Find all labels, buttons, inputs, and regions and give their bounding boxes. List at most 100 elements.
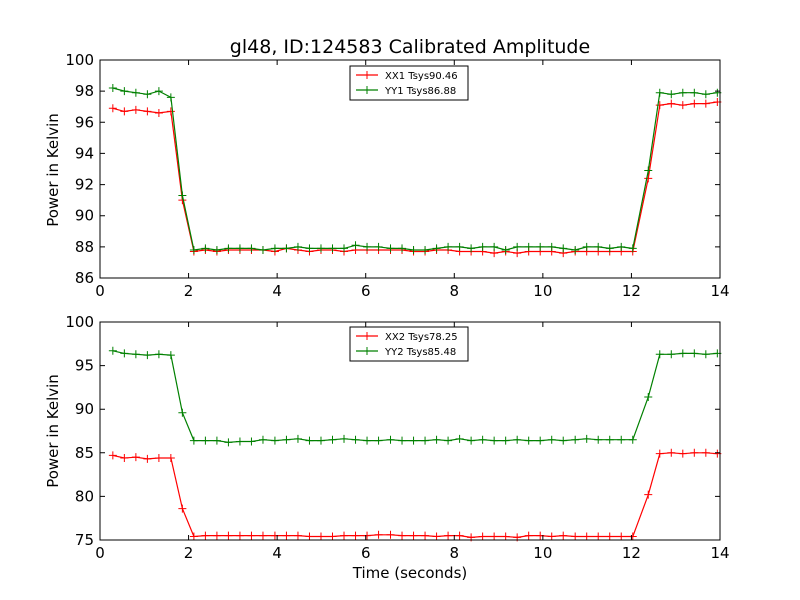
legend-label-1: XX2 Tsys78.25 [385, 332, 458, 343]
data-point-marker [270, 436, 279, 445]
data-point-marker [559, 244, 568, 253]
data-point-marker [524, 531, 533, 540]
data-point-marker [374, 242, 383, 251]
data-point-marker [444, 531, 453, 540]
data-point-marker [667, 99, 676, 108]
data-point-marker [131, 453, 140, 462]
legend-box [349, 65, 469, 101]
data-point-marker [398, 244, 407, 253]
data-point-marker [235, 244, 244, 253]
data-point-marker [340, 244, 349, 253]
data-point-marker [701, 90, 710, 99]
data-point-marker [490, 532, 499, 541]
data-point-marker [386, 244, 395, 253]
data-point-marker [690, 349, 699, 358]
data-point-marker [282, 531, 291, 540]
data-point-marker [559, 436, 568, 445]
y-tick-label: 85 [75, 444, 94, 462]
data-point-marker [594, 435, 603, 444]
data-point-marker [513, 242, 522, 251]
data-point-marker [316, 532, 325, 541]
x-tick-label: 0 [95, 544, 105, 562]
y-tick-label: 100 [65, 313, 94, 331]
y-tick-label: 90 [75, 207, 94, 225]
data-point-marker [455, 434, 464, 443]
data-point-marker [605, 532, 614, 541]
data-point-marker [374, 436, 383, 445]
series-line-1 [112, 101, 718, 254]
data-point-marker [212, 245, 221, 254]
y-axis-label-bottom: Power in Kelvin [44, 374, 62, 488]
data-point-marker [644, 490, 653, 499]
legend-label-1: XX1 Tsys90.46 [385, 71, 458, 82]
data-point-marker [143, 90, 152, 99]
legend-label-2: YY2 Tsys85.48 [384, 347, 456, 358]
data-point-marker [582, 242, 591, 251]
data-point-marker [678, 88, 687, 97]
data-point-marker [154, 454, 163, 463]
data-point-marker [363, 531, 372, 540]
data-point-marker [143, 351, 152, 360]
data-point-marker [154, 87, 163, 96]
data-point-marker [108, 84, 117, 93]
data-point-marker [432, 435, 441, 444]
data-point-marker [582, 434, 591, 443]
y-tick-label: 100 [65, 51, 94, 69]
data-point-marker [189, 436, 198, 445]
data-point-marker [201, 531, 210, 540]
y-tick-label: 75 [75, 531, 94, 549]
legend-marker-1 [363, 71, 371, 79]
x-tick-label: 8 [450, 544, 460, 562]
data-point-marker [166, 351, 175, 360]
data-point-marker [628, 435, 637, 444]
data-point-marker [644, 174, 653, 183]
data-point-marker [166, 107, 175, 116]
data-point-marker [547, 532, 556, 541]
data-point-marker [143, 107, 152, 116]
data-point-marker [467, 436, 476, 445]
data-point-marker [655, 88, 664, 97]
data-point-marker [224, 438, 233, 447]
data-point-marker [559, 531, 568, 540]
data-point-marker [258, 531, 267, 540]
legend-box [349, 326, 469, 362]
axes-frame [99, 321, 721, 541]
data-point-marker [282, 435, 291, 444]
data-point-marker [224, 244, 233, 253]
data-point-marker [490, 436, 499, 445]
data-point-marker [582, 532, 591, 541]
data-point-marker [166, 93, 175, 102]
data-point-marker [247, 531, 256, 540]
data-point-marker [690, 448, 699, 457]
data-point-marker [571, 435, 580, 444]
data-point-marker [644, 166, 653, 175]
data-point-marker [212, 436, 221, 445]
data-point-marker [305, 436, 314, 445]
x-tick-label: 10 [533, 282, 552, 300]
data-point-marker [374, 530, 383, 539]
data-point-marker [305, 532, 314, 541]
data-point-marker [667, 350, 676, 359]
top-plot: 0 2 4 6 8 10 12 14 86 88 90 92 94 96 98 100 XX1 Tsys90.4… [65, 51, 729, 300]
x-tick-label: 10 [533, 544, 552, 562]
data-point-marker [678, 101, 687, 110]
data-point-marker [617, 242, 626, 251]
data-point-marker [478, 435, 487, 444]
data-point-marker [108, 346, 117, 355]
data-point-marker [628, 532, 637, 541]
data-point-marker [701, 350, 710, 359]
data-point-marker [386, 530, 395, 539]
data-point-marker [398, 436, 407, 445]
data-point-marker [421, 245, 430, 254]
y-axis-label-top: Power in Kelvin [44, 113, 62, 227]
y-tick-label: 94 [75, 144, 94, 162]
data-point-marker [108, 104, 117, 113]
y-tick-label: 95 [75, 357, 94, 375]
data-point-marker [432, 532, 441, 541]
x-tick-label: 4 [272, 282, 282, 300]
data-point-marker [305, 244, 314, 253]
y-tick-label: 96 [75, 113, 94, 131]
data-point-marker [120, 454, 129, 463]
data-point-marker [120, 107, 129, 116]
